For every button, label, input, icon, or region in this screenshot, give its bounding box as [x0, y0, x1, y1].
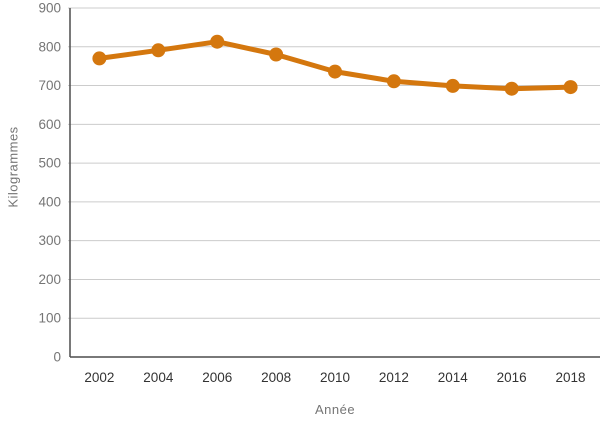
x-tick-label: 2008 [261, 370, 291, 385]
x-tick-label: 2006 [202, 370, 232, 385]
y-tick-label: 100 [38, 311, 61, 326]
y-tick-label: 900 [38, 1, 61, 16]
data-point[interactable] [92, 51, 107, 66]
x-tick-label: 2014 [438, 370, 469, 385]
y-tick-label: 600 [38, 117, 61, 132]
y-tick-label: 0 [53, 350, 61, 365]
y-tick-label: 200 [38, 272, 61, 287]
y-tick-label: 500 [38, 156, 61, 171]
y-tick-label: 700 [38, 78, 61, 93]
x-tick-label: 2010 [320, 370, 350, 385]
y-axis-title: Kilogrammes [5, 126, 21, 208]
y-tick-label: 300 [38, 233, 61, 248]
data-point[interactable] [504, 81, 519, 96]
data-point[interactable] [328, 64, 342, 79]
data-point[interactable] [210, 34, 225, 49]
data-point[interactable] [563, 80, 578, 95]
x-tick-label: 2012 [379, 370, 409, 385]
x-tick-label: 2004 [143, 370, 174, 385]
y-tick-label: 400 [38, 194, 61, 209]
data-point[interactable] [445, 78, 460, 93]
data-point[interactable] [151, 43, 166, 58]
x-tick-label: 2002 [84, 370, 114, 385]
x-axis-title: Année [314, 402, 356, 417]
y-tick-label: 800 [38, 39, 61, 54]
data-point[interactable] [386, 74, 401, 89]
data-point[interactable] [269, 47, 284, 62]
x-tick-label: 2016 [497, 370, 527, 385]
x-tick-label: 2018 [556, 370, 586, 385]
